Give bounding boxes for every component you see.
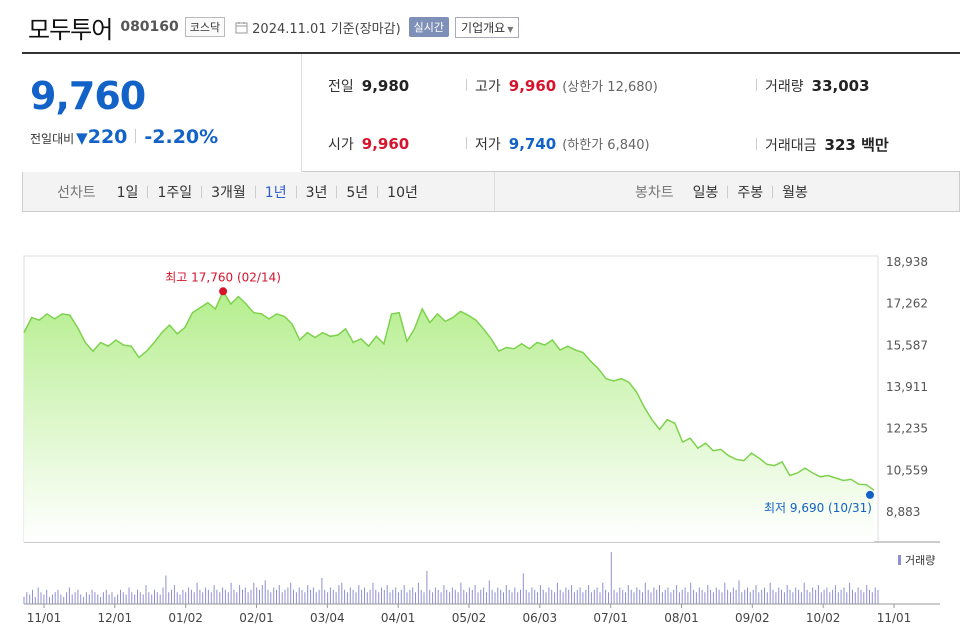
candle-tab-2[interactable]: 월봉 (782, 184, 808, 201)
y-tick-label: 13,911 (886, 380, 928, 394)
stat-prev: 전일 9,980 (328, 76, 409, 96)
stat-label: 거래량 (765, 79, 804, 95)
x-tick-label: 12/01 (98, 611, 133, 625)
tab-divider (727, 185, 729, 198)
min-annotation: 최저 9,690 (10/31) (764, 501, 872, 515)
price-chart: 18,938 17,262 15,587 13,911 12,235 10,559 8,88… (0, 212, 960, 640)
candle-tab-1[interactable]: 주봉 (737, 184, 764, 201)
y-tick-label: 15,587 (886, 338, 928, 352)
upper-limit: (상한가 12,680) (562, 80, 658, 95)
chevron-down-icon: ▼ (507, 24, 514, 34)
x-tick-label: 01/02 (168, 611, 203, 625)
stat-value: 9,740 (508, 135, 557, 153)
x-tick-label: 04/01 (381, 611, 416, 625)
x-tick-label: 07/01 (593, 611, 628, 625)
price-summary: 9,760 전일대비 ▼ 220 -2.20% 전일 9,980 고가 9,96… (22, 52, 960, 172)
change-percent: -2.20% (144, 126, 219, 148)
period-tab-6[interactable]: 10년 (387, 184, 418, 201)
period-tab-2[interactable]: 3개월 (211, 184, 246, 201)
stat-value: 33,003 (811, 77, 870, 95)
tab-divider (377, 185, 379, 198)
stat-value: 9,960 (508, 77, 557, 95)
max-annotation: 최고 17,760 (02/14) (165, 270, 281, 284)
stat-value: 9,960 (361, 135, 410, 153)
y-tick-label: 18,938 (886, 255, 928, 269)
candle-chart-tabs: 봉차트 일봉 주봉 월봉 (635, 172, 813, 211)
divider (756, 79, 757, 91)
current-price-panel: 9,760 전일대비 ▼ 220 -2.20% (22, 54, 302, 172)
change-row: 전일대비 ▼ 220 -2.20% (30, 126, 218, 148)
divider (756, 138, 757, 150)
y-tick-label: 12,235 (886, 422, 928, 436)
stat-label: 저가 (475, 137, 501, 153)
candle-tab-0[interactable]: 일봉 (692, 184, 719, 201)
stat-value: 323 백만 (824, 136, 889, 154)
x-tick-label: 03/04 (310, 611, 345, 625)
tab-divider (147, 185, 149, 198)
calendar-icon (235, 21, 248, 33)
realtime-button[interactable]: 실시간 (408, 17, 450, 37)
stat-label: 시가 (328, 137, 354, 153)
tab-divider (295, 185, 297, 198)
stat-low: 저가 9,740 (하한가 6,840) (466, 134, 650, 154)
tab-divider (336, 185, 338, 198)
x-tick-label: 06/03 (523, 611, 558, 625)
chart-tabs: 선차트 1일 1주일 3개월 1년 3년 5년 10년 봉차트 일봉 주봉 월봉 (22, 172, 960, 212)
period-tab-4[interactable]: 3년 (305, 184, 328, 201)
tab-divider (201, 185, 203, 198)
candle-chart-label: 봉차트 (635, 184, 674, 201)
volume-legend: 거래량 (898, 552, 935, 568)
price-stats: 전일 9,980 고가 9,960 (상한가 12,680) 거래량 33,00… (302, 54, 960, 172)
stat-open: 시가 9,960 (328, 134, 409, 154)
market-badge: 코스닥 (184, 17, 226, 37)
x-tick-label: 09/02 (735, 611, 770, 625)
period-tab-0[interactable]: 1일 (116, 184, 139, 201)
lower-limit: (하한가 6,840) (562, 138, 650, 153)
change-label: 전일대비 (30, 132, 75, 146)
stat-amount: 거래대금 323 백만 (756, 134, 889, 155)
x-tick-label: 02/01 (239, 611, 274, 625)
stat-label: 전일 (328, 79, 354, 95)
stat-high: 고가 9,960 (상한가 12,680) (466, 76, 658, 96)
divider (466, 79, 467, 91)
tab-divider (254, 185, 256, 198)
y-tick-label: 10,559 (886, 463, 928, 477)
x-tick-label: 10/02 (806, 611, 841, 625)
company-overview-dropdown[interactable]: 기업개요 ▼ (455, 16, 520, 38)
x-tick-label: 08/01 (664, 611, 699, 625)
max-point-marker (219, 287, 228, 296)
base-date: 2024.11.01 기준(장마감) (252, 21, 401, 37)
change-value: 220 (87, 126, 128, 148)
price-line (23, 289, 875, 491)
x-tick-label: 11/01 (27, 611, 62, 625)
x-tick-label: 05/02 (452, 611, 487, 625)
period-tab-5[interactable]: 5년 (346, 184, 369, 201)
stock-title-row: 모두투어 080160 코스닥 2024.11.01 기준(장마감) 실시간 기… (28, 10, 520, 44)
stat-label: 고가 (475, 79, 501, 95)
line-chart-tabs: 선차트 1일 1주일 3개월 1년 3년 5년 10년 (23, 172, 495, 211)
y-tick-label: 8,883 (886, 505, 920, 519)
min-point-marker (866, 490, 874, 499)
stat-value: 9,980 (361, 77, 410, 95)
divider (135, 129, 137, 143)
line-chart-label: 선차트 (57, 184, 96, 201)
x-tick-label: 11/01 (877, 611, 912, 625)
stock-code: 080160 (120, 19, 179, 35)
stat-volume: 거래량 33,003 (756, 76, 870, 96)
down-triangle-icon: ▼ (76, 129, 88, 147)
current-price: 9,760 (30, 74, 146, 118)
tab-divider (772, 185, 774, 198)
price-chart-svg: 18,938 17,262 15,587 13,911 12,235 10,559 8,88… (23, 255, 940, 625)
divider (466, 137, 467, 149)
period-tab-1[interactable]: 1주일 (157, 184, 193, 201)
volume-legend-swatch (898, 555, 901, 565)
company-overview-label: 기업개요 (461, 20, 506, 35)
stat-label: 거래대금 (765, 138, 817, 154)
stock-name: 모두투어 (28, 15, 113, 44)
volume-legend-label: 거래량 (905, 554, 936, 567)
y-tick-label: 17,262 (886, 297, 928, 311)
area-fill (24, 291, 874, 542)
period-tab-3[interactable]: 1년 (264, 184, 287, 201)
